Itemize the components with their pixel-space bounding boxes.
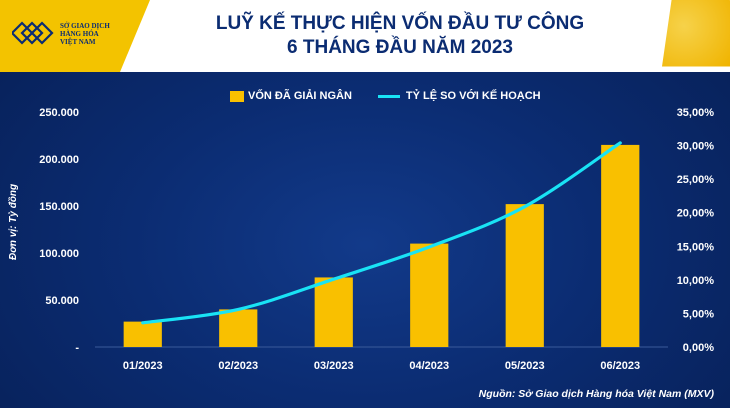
x-tick-label: 04/2023	[409, 360, 449, 372]
x-tick-label: 05/2023	[505, 360, 545, 372]
header-decoration	[662, 0, 730, 67]
x-tick-label: 06/2023	[600, 360, 640, 372]
logo-text-line1: SỞ GIAO DỊCH	[60, 22, 110, 30]
chart-title: LUỸ KẾ THỰC HIỆN VỐN ĐẦU TƯ CÔNG 6 THÁNG…	[170, 12, 630, 60]
y2-tick-label: 15,00%	[677, 241, 715, 253]
bar	[123, 321, 162, 347]
bar	[505, 204, 544, 347]
y2-tick-label: 20,00%	[677, 208, 715, 220]
y2-tick-label: 30,00%	[677, 141, 715, 153]
y2-tick-label: 5,00%	[683, 308, 714, 320]
y2-tick-label: 10,00%	[677, 275, 715, 287]
y2-tick-label: 0,00%	[683, 342, 714, 354]
y-tick-label: -	[75, 342, 79, 354]
bar	[601, 144, 640, 347]
legend-swatch-bar	[230, 90, 244, 102]
y-tick-label: 200.000	[39, 154, 79, 166]
chart-legend: VỐN ĐÃ GIẢI NGÂN TỶ LỆ SO VỚI KẾ HOẠCH	[230, 88, 541, 104]
logo-text: SỞ GIAO DỊCH HÀNG HÓA VIỆT NAM	[60, 22, 122, 46]
chart-title-line1: LUỸ KẾ THỰC HIỆN VỐN ĐẦU TƯ CÔNG	[215, 13, 585, 34]
series-line	[141, 141, 622, 325]
bar	[314, 277, 353, 347]
header-banner: SỞ GIAO DỊCH HÀNG HÓA VIỆT NAM LUỸ KẾ TH…	[0, 0, 730, 72]
bar	[410, 243, 449, 347]
x-tick-label: 02/2023	[218, 360, 258, 372]
y-tick-label: 150.000	[39, 201, 79, 213]
y2-tick-label: 25,00%	[677, 174, 715, 186]
y-tick-label: 50.000	[45, 295, 79, 307]
logo-text-line2: HÀNG HÓA	[60, 30, 99, 38]
x-tick-label: 01/2023	[123, 360, 163, 372]
y-tick-label: 250.000	[39, 107, 79, 119]
legend-label-bar: VỐN ĐÃ GIẢI NGÂN	[248, 90, 352, 102]
y-tick-label: 100.000	[39, 248, 79, 260]
chart-title-line2: 6 THÁNG ĐẦU NĂM 2023	[287, 37, 513, 58]
y2-tick-label: 35,00%	[677, 107, 715, 119]
bar	[219, 309, 258, 347]
logo: SỞ GIAO DỊCH HÀNG HÓA VIỆT NAM	[12, 10, 122, 60]
legend-label-line: TỶ LỆ SO VỚI KẾ HOẠCH	[405, 90, 541, 102]
x-tick-label: 03/2023	[314, 360, 354, 372]
logo-text-line3: VIỆT NAM	[60, 38, 96, 46]
source-note: Nguồn: Sở Giao dịch Hàng hóa Việt Nam (M…	[478, 388, 714, 400]
legend-swatch-line	[377, 94, 400, 98]
logo-mark-icon	[12, 21, 54, 45]
